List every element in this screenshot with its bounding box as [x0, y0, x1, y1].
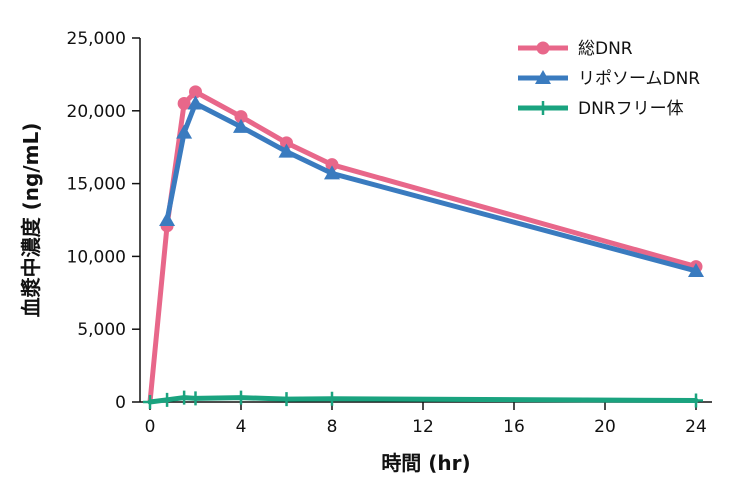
legend: 総DNR リポソームDNR DNRフリー体 [518, 39, 700, 119]
legend-item-liposomal-dnr: リポソームDNR [518, 69, 700, 89]
y-tick-label: 20,000 [67, 102, 126, 122]
data-point-liposomal-dnr [159, 212, 176, 226]
x-tick-label: 24 [685, 417, 707, 437]
legend-marker [536, 41, 550, 55]
legend-marker [536, 101, 550, 115]
x-ticks: 0 4 8 12 16 20 24 [145, 402, 707, 437]
data-point-total-dnr [189, 85, 202, 99]
data-point-total-dnr [234, 110, 248, 124]
y-tick-label: 5,000 [77, 320, 126, 340]
axes [139, 38, 712, 403]
data-point-liposomal-dnr [688, 262, 704, 277]
data-point-liposomal-dnr [176, 124, 193, 139]
y-ticks: 0 5,000 10,000 15,000 20,000 25,000 [67, 29, 140, 413]
y-tick-label: 0 [115, 393, 126, 413]
x-tick-label: 8 [327, 417, 338, 437]
series-liposomal-dnr [159, 95, 704, 277]
y-axis-title: 血漿中濃度 (ng/mL) [19, 123, 43, 318]
x-tick-label: 12 [412, 417, 434, 437]
data-point-liposomal-dnr [278, 143, 295, 158]
data-point-total-dnr [177, 97, 191, 111]
y-tick-label: 25,000 [67, 29, 126, 49]
data-point-free-dnr [325, 391, 339, 406]
data-point-free-dnr [143, 395, 157, 409]
legend-marker [535, 70, 551, 84]
series-layer [143, 85, 704, 409]
data-point-total-dnr [280, 136, 293, 150]
y-tick-label: 15,000 [67, 175, 126, 195]
data-point-liposomal-dnr [187, 95, 204, 110]
data-point-free-dnr [234, 390, 248, 405]
x-tick-label: 20 [594, 417, 616, 437]
x-tick-label: 16 [503, 417, 525, 437]
data-point-free-dnr [160, 392, 175, 407]
data-point-free-dnr [279, 392, 294, 407]
series-total-dnr [147, 85, 703, 405]
legend-label: DNRフリー体 [578, 99, 684, 119]
series-free-dnr [143, 390, 703, 409]
x-tick-label: 0 [145, 417, 156, 437]
data-point-free-dnr [188, 391, 203, 406]
data-point-total-dnr [325, 158, 339, 172]
legend-label: リポソームDNR [578, 69, 700, 89]
data-point-liposomal-dnr [324, 165, 340, 180]
data-point-liposomal-dnr [233, 118, 249, 133]
x-tick-label: 4 [236, 417, 247, 437]
legend-label: 総DNR [578, 39, 633, 59]
data-point-free-dnr [689, 393, 703, 408]
x-axis-title: 時間 (hr) [381, 451, 470, 475]
legend-item-free-dnr: DNRフリー体 [518, 99, 684, 119]
legend-item-total-dnr: 総DNR [518, 39, 633, 59]
y-tick-label: 10,000 [67, 247, 126, 267]
